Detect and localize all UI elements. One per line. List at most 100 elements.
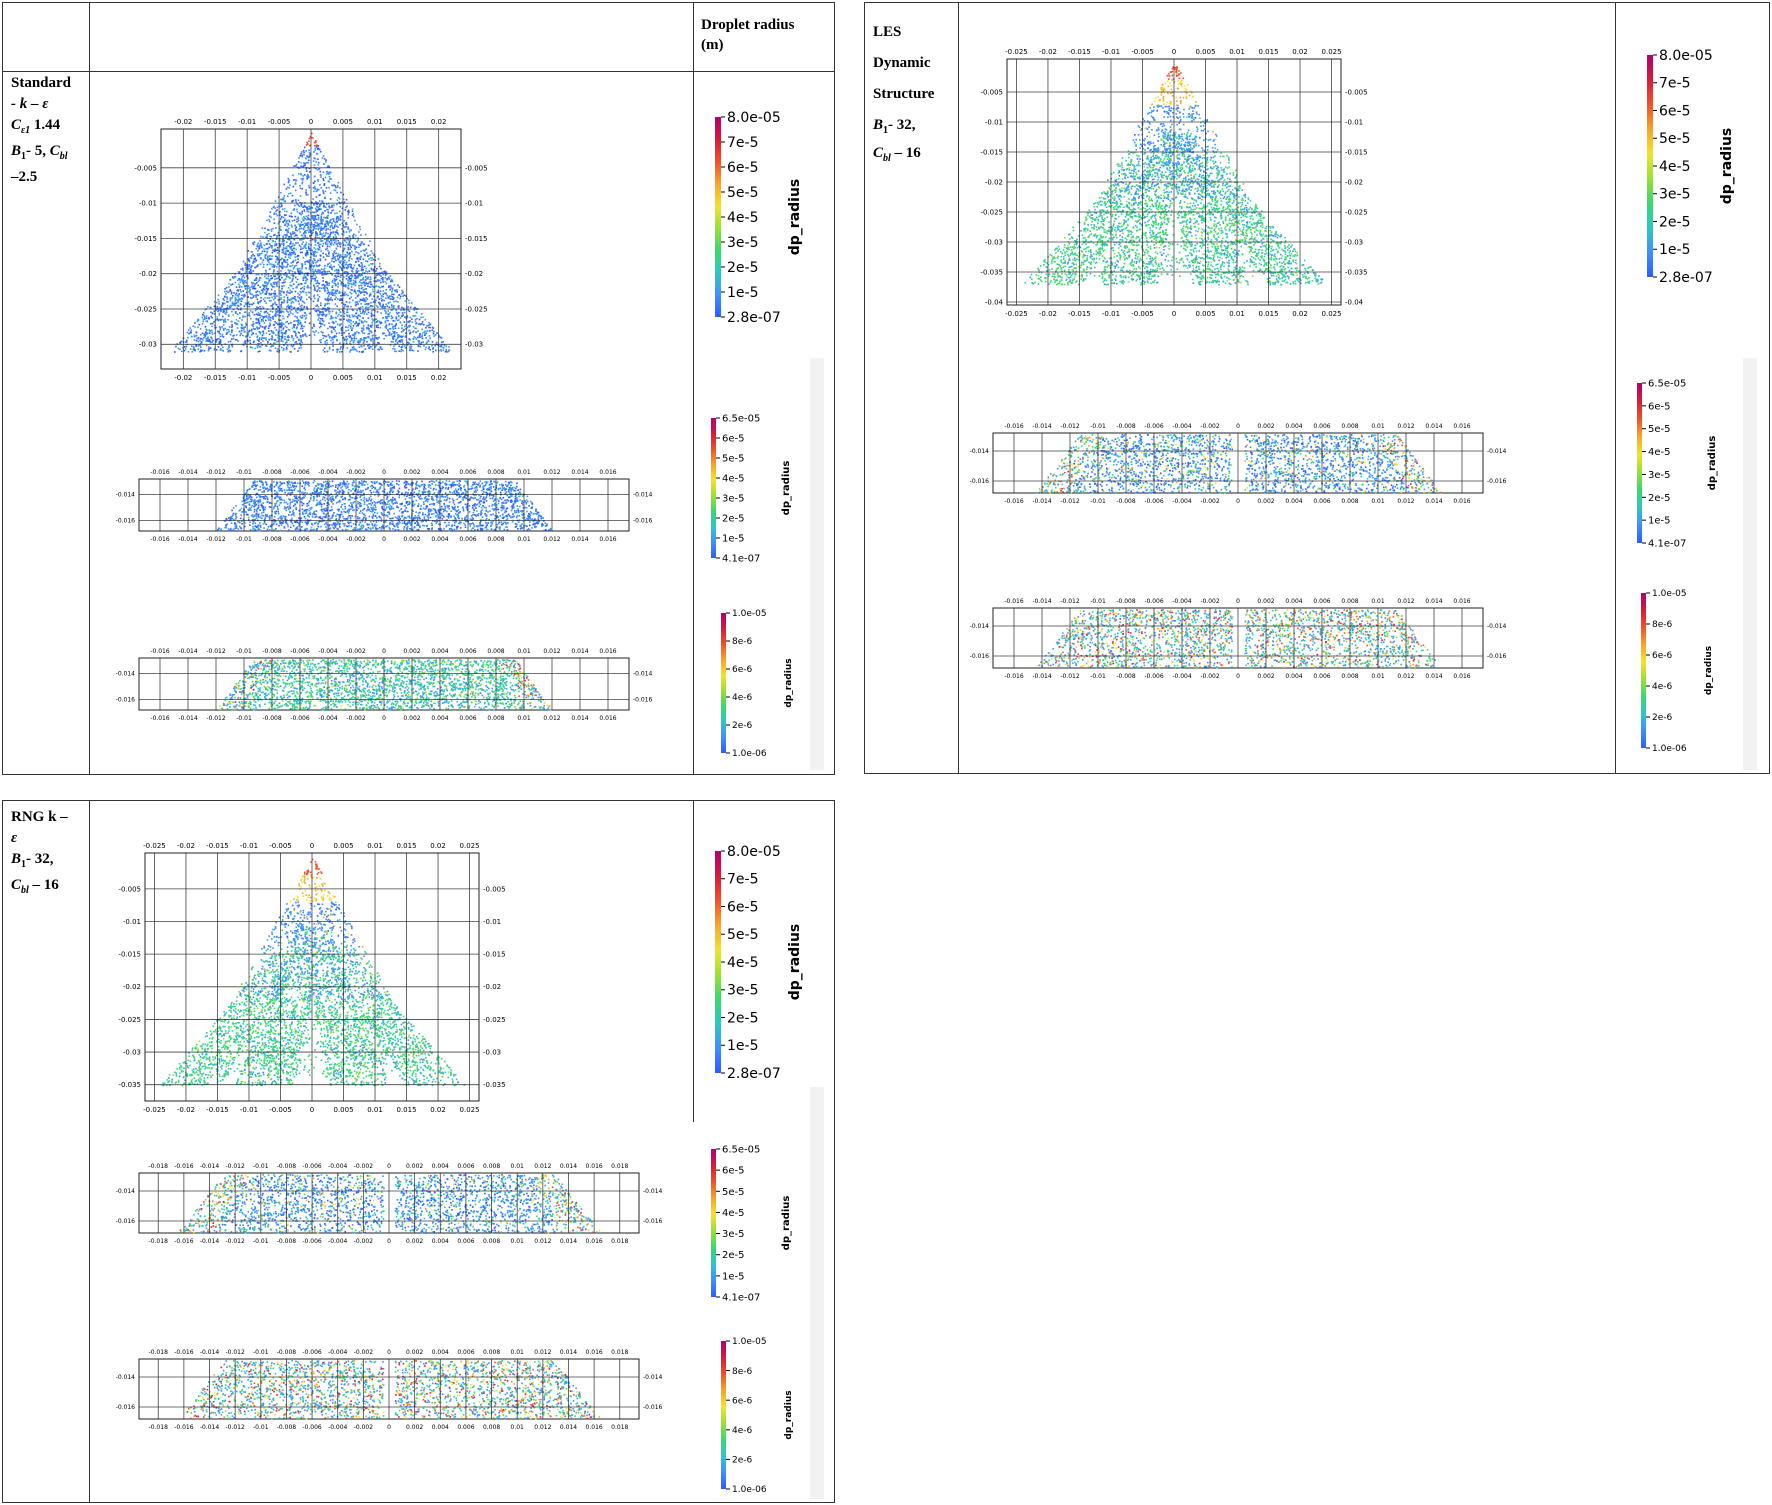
droplet-point [226, 300, 228, 303]
droplet-point [308, 231, 310, 233]
droplet-point [326, 483, 328, 485]
droplet-point [343, 307, 345, 310]
droplet-point [384, 320, 387, 323]
droplet-point [300, 308, 303, 311]
droplet-point [192, 325, 195, 327]
droplet-point [237, 296, 240, 298]
droplet-point [442, 349, 445, 351]
droplet-point [410, 345, 413, 348]
droplet-point [340, 298, 342, 301]
droplet-point [448, 483, 451, 486]
droplet-point [354, 277, 356, 279]
y-tick-label: -0.03 [139, 341, 157, 349]
droplet-point [282, 248, 285, 251]
droplet-point [345, 237, 347, 239]
droplet-point [274, 248, 277, 251]
droplet-point [378, 279, 381, 282]
droplet-point [208, 348, 210, 350]
droplet-point [357, 260, 360, 262]
droplet-point [218, 309, 220, 312]
droplet-point [405, 486, 408, 489]
droplet-point [258, 247, 261, 249]
droplet-point [313, 215, 315, 218]
droplet-point [190, 330, 192, 333]
droplet-point [270, 282, 272, 285]
droplet-point [258, 290, 261, 293]
droplet-point [263, 522, 266, 524]
droplet-point [327, 232, 329, 235]
droplet-point [429, 487, 432, 489]
droplet-point [338, 313, 340, 316]
droplet-point [363, 332, 366, 335]
droplet-point [293, 298, 296, 300]
droplet-point [388, 306, 391, 308]
droplet-point [460, 489, 462, 492]
droplet-point [339, 241, 341, 244]
droplet-point [286, 290, 289, 292]
droplet-point [339, 266, 341, 269]
droplet-point [399, 297, 401, 300]
droplet-point [200, 337, 203, 340]
droplet-point [359, 255, 362, 258]
droplet-point [345, 256, 347, 258]
droplet-point [358, 285, 360, 287]
droplet-point [273, 292, 275, 295]
droplet-point [285, 341, 288, 343]
droplet-point [271, 251, 274, 254]
droplet-point [495, 516, 498, 519]
droplet-point [243, 341, 246, 344]
droplet-point [391, 336, 394, 338]
droplet-point [306, 236, 308, 239]
droplet-point [216, 301, 218, 304]
droplet-point [368, 347, 371, 350]
droplet-point [336, 212, 338, 214]
droplet-point [314, 180, 316, 183]
droplet-point [280, 202, 282, 205]
droplet-point [275, 244, 278, 247]
droplet-point [301, 327, 304, 330]
droplet-point [306, 206, 308, 209]
droplet-point [301, 217, 304, 220]
droplet-point [495, 484, 498, 487]
droplet-point [349, 255, 352, 257]
droplet-point [325, 248, 327, 251]
droplet-point [334, 269, 336, 272]
droplet-point [326, 341, 328, 344]
droplet-point [281, 331, 283, 334]
droplet-point [262, 284, 264, 286]
droplet-point [308, 140, 310, 142]
droplet-point [266, 514, 268, 516]
droplet-point [325, 243, 327, 245]
droplet-point [290, 248, 293, 250]
droplet-point [287, 292, 290, 294]
droplet-point [327, 239, 329, 241]
droplet-point [331, 268, 334, 271]
droplet-point [327, 172, 329, 175]
droplet-point [316, 189, 319, 192]
droplet-point [314, 244, 317, 246]
droplet-point [509, 496, 511, 498]
droplet-point [265, 482, 268, 484]
droplet-point [223, 319, 226, 321]
droplet-point [235, 286, 238, 288]
droplet-point [289, 350, 292, 353]
droplet-point [383, 307, 386, 309]
droplet-point [270, 230, 273, 232]
droplet-point [376, 296, 379, 299]
droplet-point [336, 216, 338, 219]
droplet-point [352, 299, 354, 302]
droplet-point [344, 259, 346, 262]
droplet-point [357, 274, 360, 276]
droplet-point [287, 256, 290, 258]
droplet-point [287, 263, 289, 266]
droplet-point [226, 296, 228, 299]
droplet-point [409, 306, 412, 309]
droplet-point [322, 190, 324, 193]
droplet-point [336, 305, 338, 308]
droplet-point [265, 337, 267, 339]
droplet-point [216, 318, 219, 320]
droplet-point [222, 309, 224, 311]
droplet-point [371, 305, 374, 308]
droplet-point [244, 342, 247, 345]
droplet-point [353, 339, 356, 342]
